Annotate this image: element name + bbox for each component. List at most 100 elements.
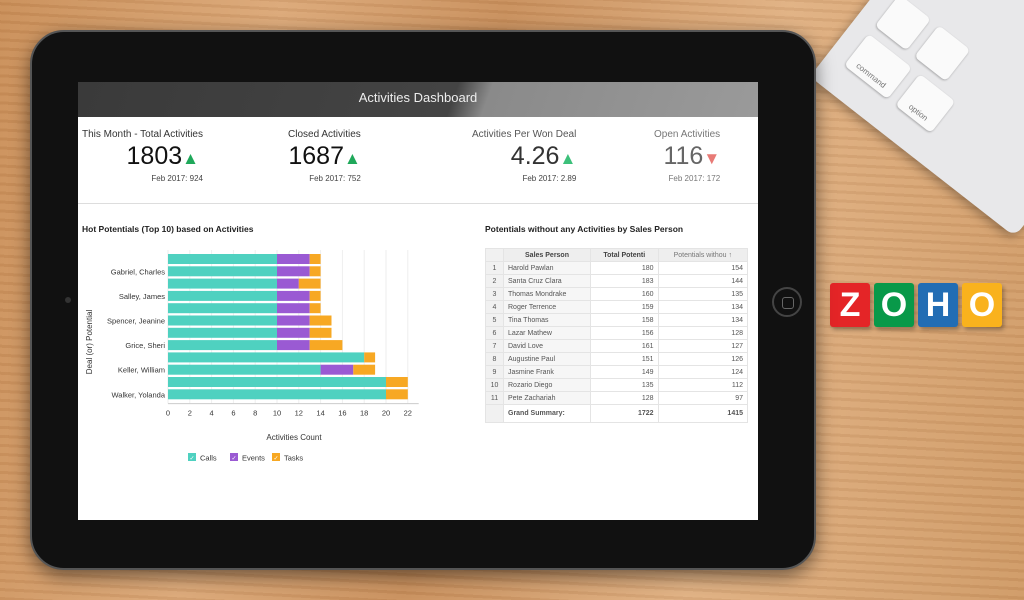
bar-tasks[interactable] <box>309 315 332 326</box>
x-axis-label: Activities Count <box>266 433 322 442</box>
bar-calls[interactable] <box>168 364 321 375</box>
table-row[interactable]: 7 David Love 161 127 <box>485 339 749 353</box>
bar-calls[interactable] <box>168 340 277 351</box>
x-tick-label: 0 <box>166 409 170 418</box>
column-header-without[interactable]: Potentials withou ↑ <box>657 248 749 262</box>
kpi-total-activities[interactable]: This Month - Total Activities 1803▲ Feb … <box>82 129 203 183</box>
bar-calls[interactable] <box>168 352 365 363</box>
total-potentials: 180 <box>590 261 659 275</box>
bar-events[interactable] <box>277 303 310 314</box>
potentials-without-activities: 112 <box>657 378 749 392</box>
sales-person: Thomas Mondrake <box>503 287 591 301</box>
home-button[interactable] <box>772 287 802 317</box>
row-index: 4 <box>485 300 504 314</box>
legend-label: Events <box>242 454 265 463</box>
table-row[interactable]: 6 Lazar Mathew 156 128 <box>485 326 749 340</box>
bar-calls[interactable] <box>168 278 277 289</box>
trend-up-icon: ▲ <box>343 149 361 168</box>
logo-letter: O <box>962 283 1002 327</box>
bar-events[interactable] <box>277 254 310 264</box>
total-potentials: 161 <box>590 339 659 353</box>
table-row[interactable]: 2 Santa Cruz Clara 183 144 <box>485 274 749 288</box>
kpi-value: 4.26 <box>510 142 560 170</box>
potentials-without-activities: 134 <box>657 300 749 314</box>
bar-calls[interactable] <box>168 377 386 387</box>
sales-person: Augustine Paul <box>503 352 591 366</box>
zoho-logo: Z O H O <box>830 283 1002 327</box>
column-header-sales-person[interactable]: Sales Person <box>503 248 591 262</box>
bar-events[interactable] <box>277 327 310 338</box>
bar-calls[interactable] <box>168 315 277 326</box>
check-icon: ✓ <box>274 456 279 462</box>
bar-tasks[interactable] <box>386 389 408 400</box>
legend-item-calls[interactable]: ✓ Calls <box>188 453 217 463</box>
table-row[interactable]: 3 Thomas Mondrake 160 135 <box>485 287 749 301</box>
bar-tasks[interactable] <box>309 290 321 301</box>
kpi-closed-activities[interactable]: Closed Activities 1687▲ Feb 2017: 752 <box>288 129 361 183</box>
bar-calls[interactable] <box>168 303 277 314</box>
table-row[interactable]: 10 Rozario Diego 135 112 <box>485 378 749 392</box>
trend-up-icon: ▲ <box>559 149 577 168</box>
legend-swatch <box>188 453 196 461</box>
table-row[interactable]: 9 Jasmine Frank 149 124 <box>485 365 749 379</box>
total-potentials: 158 <box>590 313 659 327</box>
bar-calls[interactable] <box>168 290 277 301</box>
table-row[interactable]: 11 Pete Zachariah 128 97 <box>485 391 749 405</box>
kpi-open-activities[interactable]: Open Activities 116▼ Feb 2017: 172 <box>654 129 720 183</box>
summary-without: 1415 <box>657 404 749 423</box>
x-tick-label: 16 <box>338 409 346 418</box>
table-row[interactable]: 1 Harold Pawlan 180 154 <box>485 261 749 275</box>
y-tick-label: Grice, Sheri <box>125 341 165 350</box>
bar-events[interactable] <box>277 315 310 326</box>
bar-calls[interactable] <box>168 389 386 400</box>
bar-events[interactable] <box>277 290 310 301</box>
sales-person: Jasmine Frank <box>503 365 591 379</box>
bar-calls[interactable] <box>168 327 277 338</box>
bar-tasks[interactable] <box>386 377 408 387</box>
column-header-total[interactable]: Total Potenti <box>590 248 659 262</box>
bar-calls[interactable] <box>168 266 277 277</box>
summary-row: Grand Summary: 1722 1415 <box>485 404 749 423</box>
table-row[interactable]: 8 Augustine Paul 151 126 <box>485 352 749 366</box>
bar-tasks[interactable] <box>309 266 321 277</box>
sort-icon[interactable]: ↑ <box>728 251 732 259</box>
kpi-compare: Feb 2017: 2.89 <box>522 174 577 183</box>
bar-tasks[interactable] <box>309 327 332 338</box>
bar-tasks[interactable] <box>353 364 376 375</box>
x-tick-label: 18 <box>360 409 368 418</box>
kpi-activities-per-won-deal[interactable]: Activities Per Won Deal 4.26▲ Feb 2017: … <box>472 129 576 183</box>
sales-person-table: Sales Person Total Potenti Potentials wi… <box>485 248 749 423</box>
kpi-label: Closed Activities <box>288 129 361 140</box>
kpi-label: Open Activities <box>654 129 721 140</box>
y-axis-label: Deal (or) Potential <box>85 310 94 375</box>
row-index: 11 <box>485 391 504 405</box>
bar-events[interactable] <box>277 266 310 277</box>
row-index: 3 <box>485 287 504 301</box>
bar-tasks[interactable] <box>364 352 376 363</box>
x-tick-label: 14 <box>316 409 324 418</box>
legend-item-events[interactable]: ✓ Events <box>230 453 265 463</box>
bar-events[interactable] <box>277 340 310 351</box>
x-tick-label: 4 <box>210 409 214 418</box>
y-tick-label: Keller, William <box>118 366 165 375</box>
bar-tasks[interactable] <box>298 278 321 289</box>
potentials-without-activities: 124 <box>657 365 749 379</box>
potentials-without-activities: 97 <box>657 391 749 405</box>
table-row[interactable]: 4 Roger Terrence 159 134 <box>485 300 749 314</box>
table-row[interactable]: 5 Tina Thomas 158 134 <box>485 313 749 327</box>
potentials-without-activities: 128 <box>657 326 749 340</box>
sales-person: David Love <box>503 339 591 353</box>
bar-events[interactable] <box>320 364 354 375</box>
legend-label: Calls <box>200 454 217 463</box>
legend-swatch <box>230 453 238 461</box>
bar-tasks[interactable] <box>309 340 343 351</box>
bar-calls[interactable] <box>168 254 277 264</box>
bar-tasks[interactable] <box>309 254 321 264</box>
y-tick-label: Spencer, Jeanine <box>107 317 165 326</box>
key <box>914 25 971 82</box>
legend-item-tasks[interactable]: ✓ Tasks <box>272 453 303 463</box>
bar-events[interactable] <box>277 278 299 289</box>
row-index: 1 <box>485 261 504 275</box>
potentials-without-activities: 135 <box>657 287 749 301</box>
bar-tasks[interactable] <box>309 303 321 314</box>
